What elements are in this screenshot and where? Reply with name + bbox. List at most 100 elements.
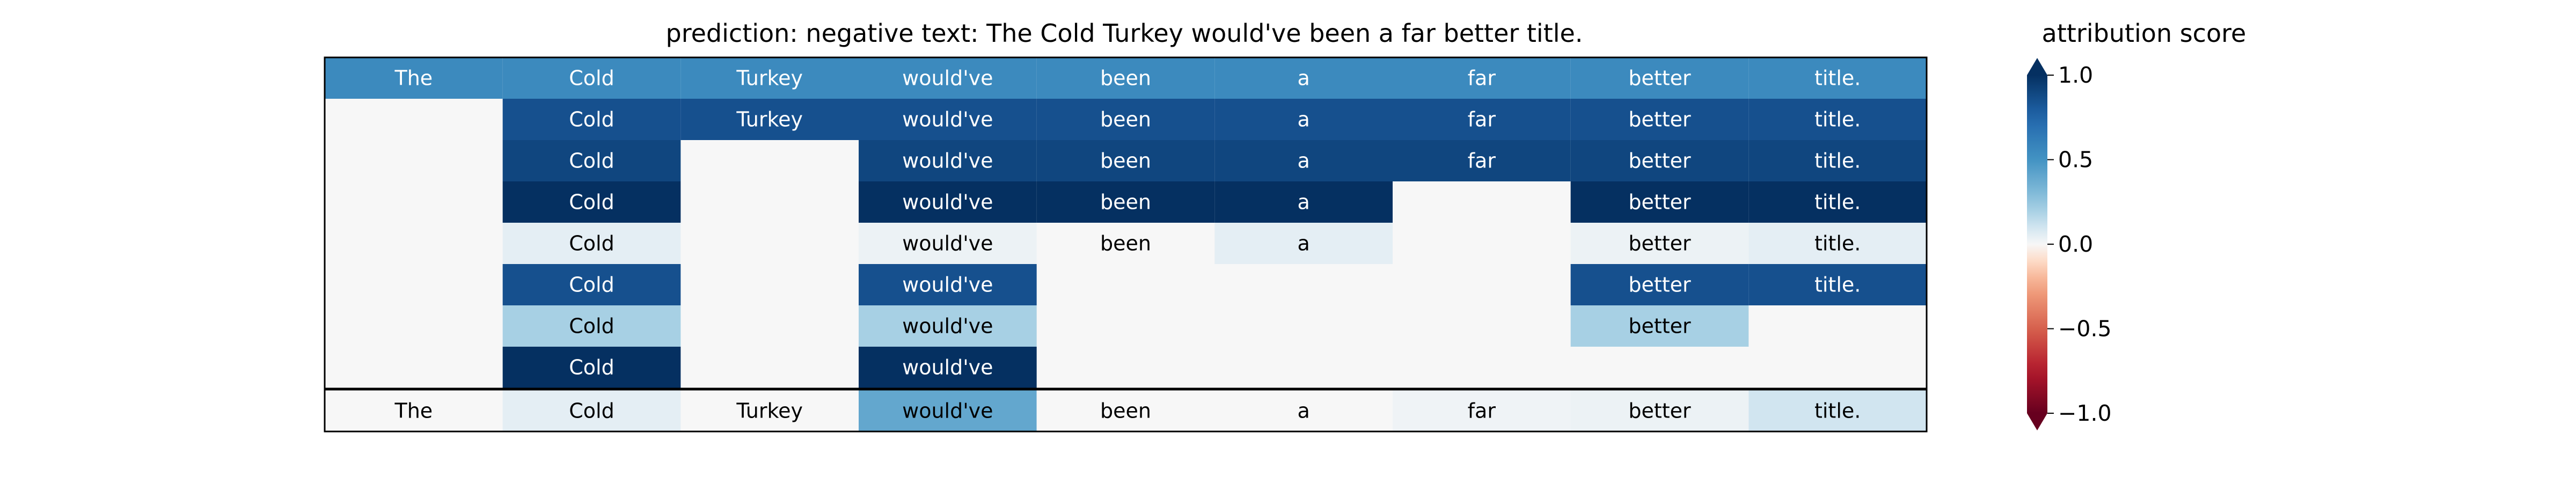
colorbar-title: attribution score xyxy=(2042,19,2246,48)
heatmap-cell xyxy=(859,347,1037,388)
summary-cell xyxy=(1570,390,1749,431)
heatmap-cell xyxy=(1036,181,1215,223)
token-label: title. xyxy=(1814,108,1861,131)
heatmap-cell xyxy=(1748,57,1927,99)
attribution-heatmap: The Cold Turkey would've been a far better title… xyxy=(324,56,1928,433)
summary-token-label: The xyxy=(394,399,433,423)
heatmap-cell xyxy=(680,99,859,140)
summary-cell xyxy=(1393,390,1571,431)
summary-cell xyxy=(1214,390,1393,431)
heatmap-cell xyxy=(1748,223,1927,264)
heatmap-cell xyxy=(1570,223,1749,264)
summary-token-label: a xyxy=(1298,399,1310,423)
token-label: better xyxy=(1628,191,1691,214)
heatmap-cell xyxy=(1748,264,1927,305)
token-label: better xyxy=(1628,149,1691,173)
token-label: far xyxy=(1468,67,1496,90)
token-label: title. xyxy=(1814,67,1861,90)
heatmap-cell xyxy=(1570,305,1749,347)
summary-cell xyxy=(1748,390,1927,431)
summary-cell xyxy=(859,390,1037,431)
token-label: Cold xyxy=(569,273,614,297)
heatmap-cell xyxy=(1570,140,1749,181)
heatmap-cell xyxy=(1748,181,1927,223)
heatmap-cell xyxy=(502,347,681,388)
heatmap-cell xyxy=(1214,57,1393,99)
heatmap-cell xyxy=(502,140,681,181)
colorbar-extend-max xyxy=(2027,58,2047,75)
heatmap-cell xyxy=(502,223,681,264)
token-label: Cold xyxy=(569,108,614,131)
heatmap-cell xyxy=(502,181,681,223)
summary-cell xyxy=(502,390,681,431)
token-label: been xyxy=(1100,191,1151,214)
token-label: been xyxy=(1100,108,1151,131)
token-label: would've xyxy=(902,273,993,297)
colorbar-tick-label: −0.5 xyxy=(2058,316,2112,342)
heatmap-cell xyxy=(502,57,681,99)
token-label: Cold xyxy=(569,356,614,379)
token-label: would've xyxy=(902,149,993,173)
heatmap-cell xyxy=(859,264,1037,305)
heatmap-cell xyxy=(1393,99,1571,140)
token-label: better xyxy=(1628,273,1691,297)
colorbar: 1.0 0.5 0.0 −0.5 −1.0 xyxy=(2027,58,2112,430)
token-label: Turkey xyxy=(736,67,803,90)
token-label: a xyxy=(1298,232,1310,255)
token-label: better xyxy=(1628,67,1691,90)
summary-cell xyxy=(1036,390,1215,431)
token-label: Cold xyxy=(569,149,614,173)
heatmap-cell xyxy=(859,99,1037,140)
heatmap-cell xyxy=(1036,57,1215,99)
token-label: Turkey xyxy=(736,108,803,131)
token-label: a xyxy=(1298,149,1310,173)
heatmap-cell xyxy=(1214,140,1393,181)
heatmap-cell xyxy=(1214,223,1393,264)
heatmap-cell xyxy=(1393,57,1571,99)
heatmap-cell xyxy=(1570,264,1749,305)
heatmap-frame xyxy=(324,56,1928,433)
heatmap-cell xyxy=(1748,140,1927,181)
summary-token-label: better xyxy=(1628,399,1691,423)
colorbar-tick-label: 0.0 xyxy=(2058,231,2093,257)
token-label: would've xyxy=(902,108,993,131)
colorbar-extend-min xyxy=(2027,413,2047,430)
colorbar-tick-label: 0.5 xyxy=(2058,147,2093,173)
token-label: Cold xyxy=(569,67,614,90)
heatmap-cell xyxy=(502,99,681,140)
heatmap-cell xyxy=(502,264,681,305)
token-label: a xyxy=(1298,108,1310,131)
heatmap-cell xyxy=(1036,99,1215,140)
heatmap-cell xyxy=(859,140,1037,181)
token-label: better xyxy=(1628,232,1691,255)
colorbar-gradient xyxy=(2027,75,2047,413)
token-label: title. xyxy=(1814,232,1861,255)
token-label: title. xyxy=(1814,191,1861,214)
token-label: title. xyxy=(1814,273,1861,297)
summary-token-label: would've xyxy=(902,399,993,423)
token-label: would've xyxy=(902,356,993,379)
heatmap-cell xyxy=(1214,181,1393,223)
heatmap-cell xyxy=(1570,181,1749,223)
summary-token-label: title. xyxy=(1814,399,1861,423)
token-label: would've xyxy=(902,67,993,90)
token-label: been xyxy=(1100,149,1151,173)
summary-cell xyxy=(325,390,503,431)
heatmap-cell xyxy=(680,57,859,99)
token-label: Cold xyxy=(569,314,614,338)
heatmap-cell xyxy=(1393,140,1571,181)
heatmap-cell xyxy=(859,57,1037,99)
token-label: would've xyxy=(902,191,993,214)
token-label: better xyxy=(1628,314,1691,338)
heatmap-cell xyxy=(859,305,1037,347)
heatmap-cell xyxy=(325,57,503,99)
token-label: would've xyxy=(902,232,993,255)
token-label: a xyxy=(1298,191,1310,214)
summary-token-label: Cold xyxy=(569,399,614,423)
summary-cell xyxy=(680,390,859,431)
token-label: been xyxy=(1100,67,1151,90)
heatmap-cell xyxy=(859,223,1037,264)
token-label: Cold xyxy=(569,191,614,214)
chart-title: prediction: negative text: The Cold Turk… xyxy=(666,19,1583,48)
